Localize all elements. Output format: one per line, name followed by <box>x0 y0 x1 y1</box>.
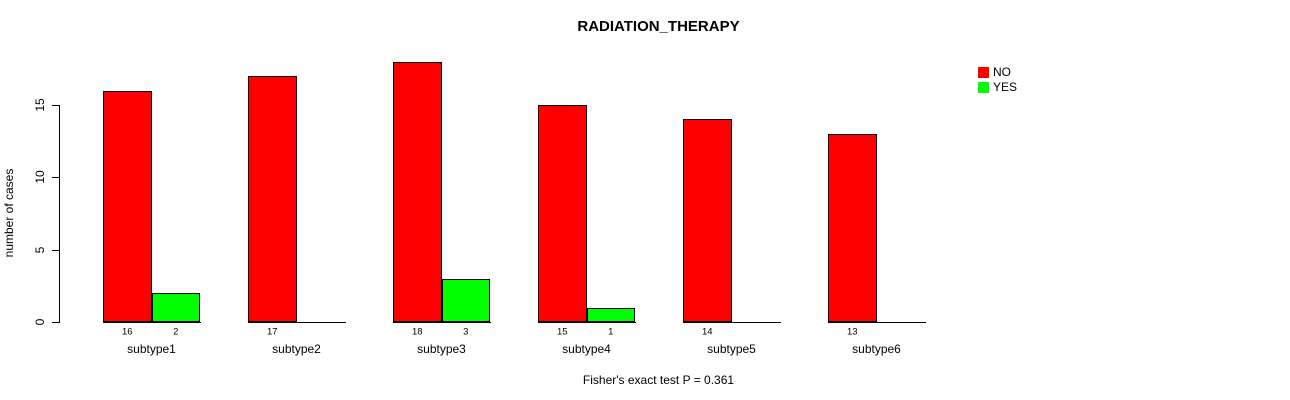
bar-no-subtype1 <box>103 90 152 322</box>
y-axis-line <box>59 105 60 323</box>
bar-yes-subtype3 <box>441 278 490 322</box>
bar-value-label: 18 <box>411 326 423 338</box>
bar-value-label: 17 <box>266 326 278 338</box>
group-baseline <box>828 322 926 323</box>
y-axis-label: number of cases <box>2 168 16 258</box>
chart-title: RADIATION_THERAPY <box>577 18 740 35</box>
y-axis-tick <box>52 249 59 251</box>
bar-no-subtype3 <box>393 61 442 322</box>
bar-value-label: 1 <box>608 326 614 338</box>
group-baseline <box>393 322 491 323</box>
bar-no-subtype6 <box>828 133 877 322</box>
legend-item-no: NO <box>978 66 1017 78</box>
legend-label-no: NO <box>993 65 1011 79</box>
y-axis-tick-label: 0 <box>33 318 47 326</box>
category-label: subtype3 <box>417 342 466 356</box>
y-axis-tick <box>52 322 59 323</box>
y-axis-tick <box>52 177 59 179</box>
bar-value-label: 14 <box>701 326 713 338</box>
bar-value-label: 15 <box>556 326 568 338</box>
bar-value-label: 3 <box>463 326 469 338</box>
group-baseline <box>103 322 201 323</box>
category-label: subtype2 <box>272 342 321 356</box>
legend-label-yes: YES <box>993 80 1018 94</box>
category-label: subtype4 <box>562 342 611 356</box>
legend-item-yes: YES <box>978 81 1017 93</box>
bar-yes-subtype1 <box>151 293 200 322</box>
bar-value-label: 16 <box>121 326 133 338</box>
legend-swatch-no-icon <box>978 66 989 78</box>
bar-value-label: 13 <box>846 326 858 338</box>
bar-yes-subtype4 <box>586 307 635 322</box>
y-axis-tick-label: 5 <box>33 246 47 253</box>
group-baseline <box>538 322 636 323</box>
legend-swatch-yes-icon <box>978 81 989 93</box>
group-baseline <box>248 322 346 323</box>
bar-no-subtype4 <box>538 105 587 322</box>
category-label: subtype5 <box>707 342 756 356</box>
y-axis-tick <box>52 105 59 106</box>
bar-no-subtype5 <box>683 119 732 322</box>
y-axis-tick-label: 10 <box>33 170 47 185</box>
group-baseline <box>683 322 781 323</box>
bar-value-label: 2 <box>173 326 179 338</box>
legend: NO YES <box>978 66 1017 93</box>
bar-no-subtype2 <box>248 76 297 322</box>
y-axis-tick-label: 15 <box>33 98 47 112</box>
category-label: subtype6 <box>852 342 901 356</box>
fisher-test-annotation: Fisher's exact test P = 0.361 <box>582 373 735 387</box>
category-label: subtype1 <box>127 342 176 356</box>
